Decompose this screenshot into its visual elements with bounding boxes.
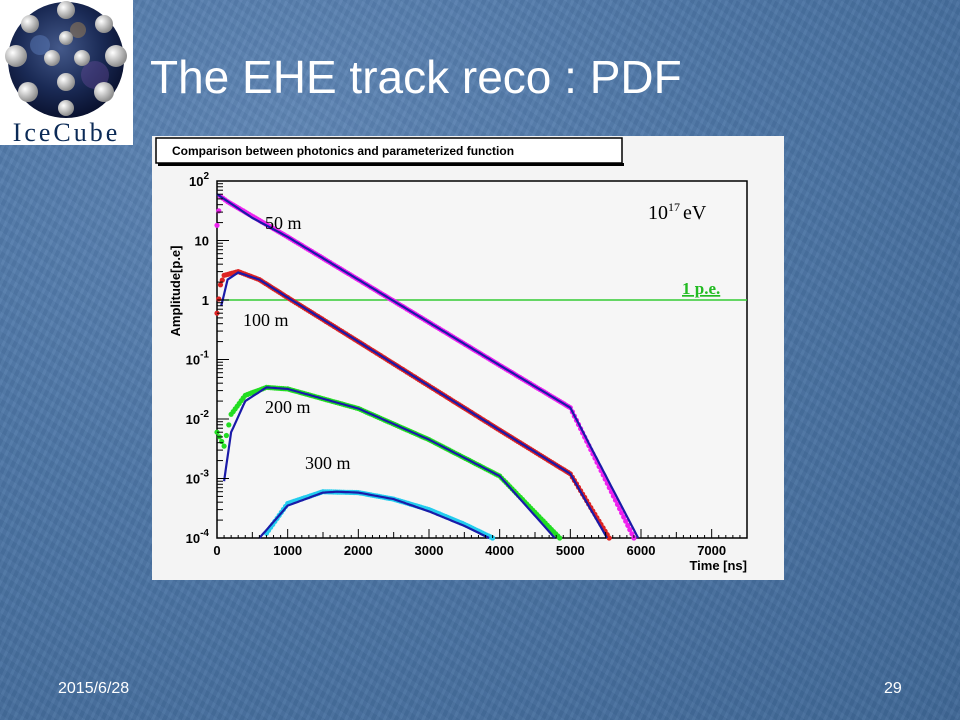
series-label-300m: 300 m — [305, 453, 351, 473]
chart-title-shadow — [158, 163, 624, 166]
series-100m — [214, 269, 612, 541]
point-200m-3 — [221, 443, 227, 449]
axis-layer: 0 1000 2000 3000 4000 5000 6000 7000 10-4 10-3 10-… — [186, 171, 748, 558]
threshold-label: 1 p.e. — [682, 279, 720, 298]
energy-unit: eV — [683, 202, 707, 224]
x-tick-label-0: 0 — [213, 543, 220, 558]
globe-icon — [5, 1, 127, 118]
point-50m-204 — [627, 527, 633, 533]
series-label-200m: 200 m — [265, 397, 311, 417]
energy-label: 1017 eV — [648, 200, 707, 224]
y-tick-label-0.01: 10-2 — [186, 409, 210, 427]
series-200m — [214, 384, 563, 541]
series-50m — [214, 193, 640, 541]
x-tick-label-5000: 5000 — [556, 543, 585, 558]
fit-line-300m — [258, 490, 490, 539]
logo-wordmark: IceCube — [12, 118, 121, 147]
y-tick-label-100: 102 — [189, 171, 209, 189]
y-tick-label-10: 10 — [195, 234, 209, 249]
point-50m-202 — [623, 518, 629, 524]
fit-line-100m — [220, 271, 609, 539]
point-50m-205 — [629, 531, 635, 537]
plot-frame — [216, 180, 748, 539]
fit-line-200m — [223, 386, 556, 539]
series-300m — [258, 489, 496, 541]
y-axis-label: Amplitude[p.e] — [168, 246, 183, 337]
y-tick-label-0.0001: 10-4 — [186, 528, 210, 546]
point-50m-1 — [216, 208, 222, 214]
x-tick-label-3000: 3000 — [415, 543, 444, 558]
point-50m-199 — [617, 506, 623, 512]
chart-title: Comparison between photonics and paramet… — [172, 144, 514, 158]
chart-title-box — [155, 137, 623, 164]
footer-date: 2015/6/28 — [58, 680, 130, 697]
icecube-logo: IceCube — [0, 0, 133, 147]
point-200m-5 — [226, 422, 232, 428]
page-number: 29 — [884, 680, 902, 697]
point-200m-167 — [557, 535, 563, 541]
chart-svg: Comparison between photonics and paramet… — [152, 136, 784, 580]
point-100m-2 — [217, 282, 224, 288]
point-50m-201 — [621, 514, 627, 520]
x-tick-label-7000: 7000 — [697, 543, 726, 558]
point-100m-194 — [606, 535, 612, 541]
x-axis-label: Time [ns] — [689, 558, 747, 573]
y-tick-label-0.1: 10-1 — [186, 350, 210, 368]
energy-base: 10 — [648, 202, 668, 224]
y-tick-label-0.001: 10-3 — [186, 469, 210, 487]
series-layer — [214, 193, 747, 541]
point-200m-4 — [223, 432, 229, 439]
point-200m-2 — [219, 438, 225, 445]
x-tick-label-1000: 1000 — [273, 543, 302, 558]
point-100m-3 — [219, 277, 225, 283]
series-label-50m: 50 m — [265, 213, 302, 233]
series-label-100m: 100 m — [243, 310, 289, 330]
x-tick-label-4000: 4000 — [485, 543, 514, 558]
point-100m-1 — [216, 296, 222, 302]
energy-exp: 17 — [668, 200, 680, 214]
y-tick-label-1: 1 — [202, 293, 209, 308]
chart-panel: Comparison between photonics and paramet… — [152, 136, 784, 580]
slide-title: The EHE track reco : PDF — [150, 51, 682, 103]
point-50m-203 — [625, 522, 631, 528]
fit-line-50m — [216, 193, 640, 539]
point-50m-0 — [214, 222, 220, 228]
x-tick-label-2000: 2000 — [344, 543, 373, 558]
point-50m-200 — [619, 510, 625, 516]
x-tick-label-6000: 6000 — [627, 543, 656, 558]
